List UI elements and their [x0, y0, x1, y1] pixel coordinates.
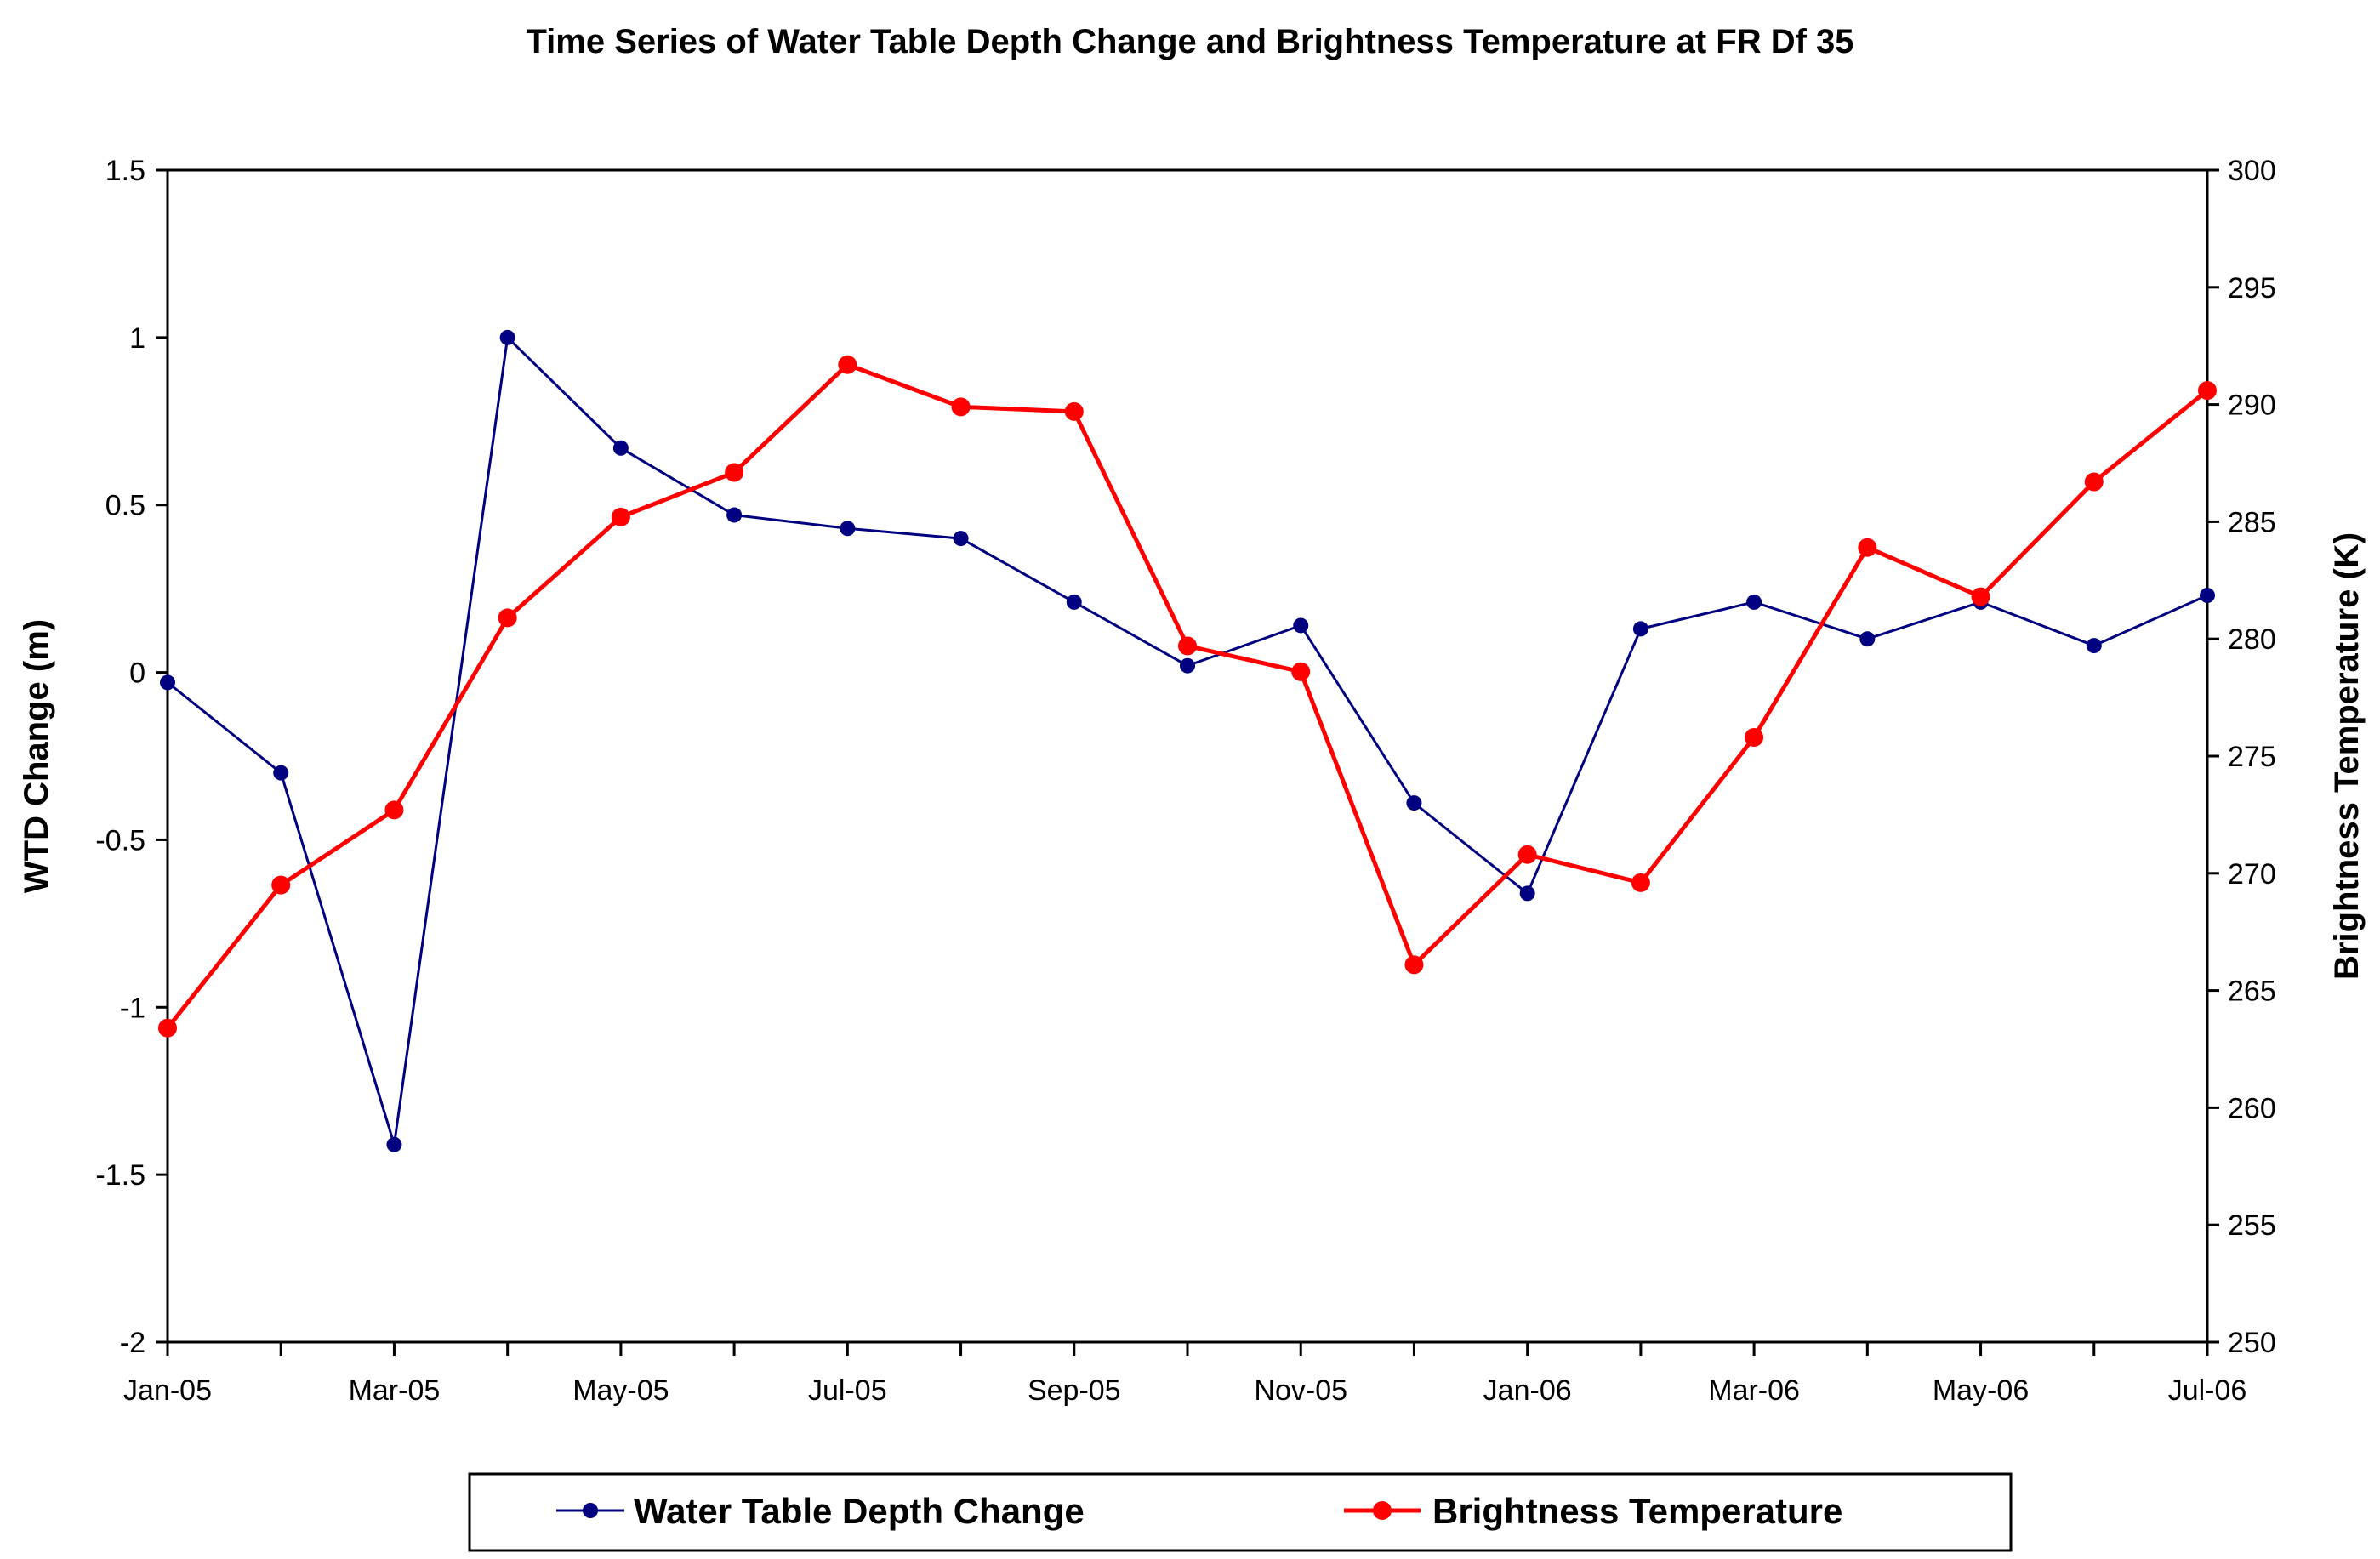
data-point: [2084, 472, 2104, 492]
y-left-tick-label: -1: [120, 992, 145, 1024]
y-right-tick-label: 260: [2228, 1092, 2276, 1124]
legend-label: Water Table Depth Change: [634, 1491, 1085, 1531]
legend-marker: [583, 1503, 598, 1518]
data-point: [1064, 401, 1084, 421]
data-point: [611, 507, 630, 526]
data-point: [2200, 588, 2215, 604]
x-tick-label: Nov-05: [1254, 1374, 1347, 1407]
data-point: [499, 329, 515, 345]
x-tick-label: Jul-05: [808, 1374, 887, 1407]
y-left-tick-label: -0.5: [95, 824, 145, 856]
data-point: [1180, 657, 1195, 674]
x-tick-label: May-05: [572, 1374, 669, 1407]
legend-label: Brightness Temperature: [1432, 1491, 1842, 1531]
data-point: [1293, 617, 1309, 634]
y-axis-left: -2 -1.5 -1 -0.5 0 0.5 1 1.5: [95, 155, 168, 1359]
data-point: [838, 355, 857, 374]
legend-item: Water Table Depth Change: [556, 1491, 1085, 1531]
data-point: [1632, 621, 1648, 637]
data-point: [160, 674, 175, 691]
data-point: [1631, 873, 1650, 892]
series-brightness-temperature: [158, 355, 2217, 1038]
y-right-tick-label: 255: [2228, 1209, 2276, 1242]
y-axis-right: 250 255 260 265 270 275 280 285 290 295 300: [2207, 155, 2276, 1359]
y-axis-right-label: Brightness Temperature (K): [2328, 532, 2366, 980]
data-point: [386, 1136, 402, 1152]
y-right-tick-label: 275: [2228, 741, 2276, 773]
data-point: [1291, 662, 1311, 681]
legend-box: [468, 1472, 2013, 1552]
y-left-tick-label: -1.5: [95, 1159, 145, 1192]
x-tick-label: Sep-05: [1028, 1374, 1121, 1407]
data-point: [953, 531, 969, 547]
data-point: [1519, 885, 1535, 902]
data-point: [273, 765, 289, 781]
data-point: [1745, 727, 1764, 747]
data-point: [1066, 594, 1082, 610]
x-tick-label: Jul-06: [2168, 1374, 2247, 1407]
y-right-tick-label: 270: [2228, 858, 2276, 890]
legend: Water Table Depth Change Brightness Tempe…: [468, 1472, 2013, 1552]
data-point: [1858, 538, 1877, 557]
series-line: [167, 336, 2208, 1146]
y-axis-left-label: WTD Change (m): [18, 619, 55, 893]
data-point: [158, 1018, 177, 1038]
data-point: [1404, 955, 1424, 975]
y-right-tick-label: 280: [2228, 623, 2276, 656]
x-tick-label: May-06: [1933, 1374, 2029, 1407]
data-point: [840, 521, 856, 537]
series-water-table-depth-change: [160, 329, 2215, 1152]
chart-title: Time Series of Water Table Depth Change …: [526, 23, 1853, 60]
data-point: [1178, 636, 1197, 656]
x-tick-label: Jan-05: [123, 1374, 212, 1407]
y-left-tick-label: -2: [120, 1327, 145, 1359]
legend-item: Brightness Temperature: [1344, 1491, 1842, 1531]
data-point: [498, 608, 517, 628]
data-point: [612, 440, 629, 456]
y-right-tick-label: 300: [2228, 155, 2276, 187]
y-left-tick-label: 1.5: [105, 155, 145, 187]
y-right-tick-label: 250: [2228, 1327, 2276, 1359]
y-right-tick-label: 265: [2228, 976, 2276, 1008]
legend-marker: [1373, 1501, 1392, 1520]
y-left-tick-label: 0.5: [105, 490, 145, 522]
x-tick-label: Jan-06: [1483, 1374, 1572, 1407]
data-point: [271, 875, 291, 895]
y-left-tick-label: 1: [129, 322, 145, 355]
series-line: [166, 362, 2209, 1030]
data-point: [2086, 638, 2102, 654]
data-point: [951, 397, 971, 417]
data-point: [1406, 795, 1422, 811]
x-tick-label: Mar-06: [1708, 1374, 1800, 1407]
data-point: [725, 463, 744, 482]
y-right-tick-label: 285: [2228, 506, 2276, 538]
plot-area-frame: [166, 168, 2209, 1344]
y-left-tick-label: 0: [129, 657, 145, 690]
data-point: [1971, 587, 1990, 606]
x-axis: Jan-05 Mar-05 May-05 Jul-05 Sep-05 Nov-05 Jan-…: [123, 1342, 2246, 1407]
y-right-tick-label: 290: [2228, 390, 2276, 422]
data-point: [1746, 594, 1762, 610]
data-point: [384, 800, 404, 820]
data-point: [726, 507, 743, 523]
x-tick-label: Mar-05: [349, 1374, 441, 1407]
data-point: [1517, 845, 1537, 864]
y-right-tick-label: 295: [2228, 272, 2276, 304]
data-point: [1859, 631, 1876, 647]
data-point: [2198, 381, 2217, 401]
series-layer: [158, 329, 2217, 1152]
